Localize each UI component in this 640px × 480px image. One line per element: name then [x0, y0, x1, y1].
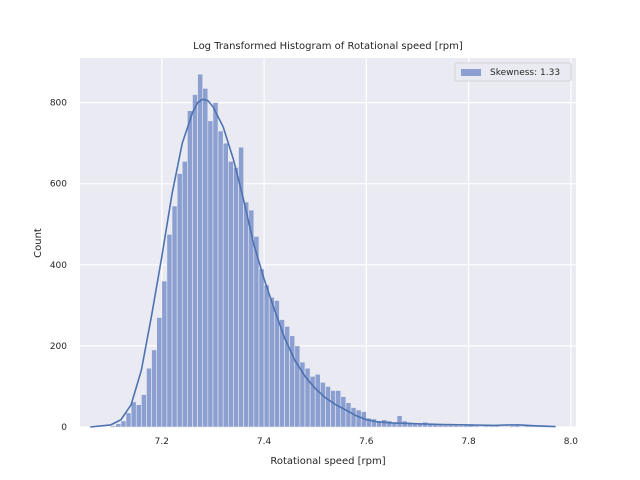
- histogram-bar: [135, 404, 142, 428]
- histogram-bar: [171, 205, 178, 428]
- histogram-bar: [197, 73, 204, 428]
- x-tick-label: 7.6: [359, 437, 374, 447]
- histogram-bar: [452, 425, 459, 428]
- histogram-bar: [498, 425, 505, 428]
- legend-box: [454, 62, 572, 82]
- y-tick-label: 600: [50, 180, 67, 190]
- histogram-bar: [330, 390, 336, 428]
- legend-label: Skewness: 1.33: [490, 68, 560, 78]
- histogram-bar: [161, 280, 168, 428]
- histogram-bar: [320, 382, 326, 428]
- histogram-bar: [151, 349, 158, 428]
- histogram-bar: [110, 425, 117, 428]
- histogram-bar: [381, 419, 388, 428]
- histogram-bar: [458, 425, 464, 428]
- histogram-bar: [473, 425, 480, 428]
- x-tick-label: 8.0: [564, 437, 579, 447]
- histogram-bar: [335, 390, 342, 428]
- histogram-bar: [115, 423, 122, 428]
- histogram-bar: [187, 110, 193, 428]
- histogram-bar: [243, 201, 250, 428]
- histogram-bar: [207, 120, 214, 428]
- histogram-bar: [125, 412, 132, 428]
- y-tick-label: 200: [50, 342, 67, 352]
- histogram-bar: [355, 409, 362, 428]
- histogram-bar: [478, 425, 485, 428]
- histogram-bar: [447, 425, 454, 428]
- histogram-bar: [263, 284, 270, 428]
- histogram-bar: [350, 407, 357, 428]
- x-tick-label: 7.2: [155, 437, 169, 447]
- histogram-bar: [202, 88, 209, 428]
- histogram-bar: [294, 345, 301, 428]
- histogram-bar: [509, 425, 515, 428]
- histogram-bar: [325, 386, 331, 428]
- legend-swatch: [461, 69, 481, 76]
- y-tick-label: 400: [50, 261, 67, 271]
- histogram-bar: [222, 142, 229, 428]
- kde-curve: [90, 98, 556, 428]
- histogram-bar: [166, 234, 173, 428]
- y-axis-label: Count: [33, 228, 44, 258]
- histogram-bar: [130, 401, 137, 428]
- histogram-bar: [212, 102, 219, 428]
- histogram-bar: [268, 296, 275, 428]
- histogram-bar: [192, 94, 198, 428]
- x-tick-label: 7.4: [257, 437, 272, 447]
- histogram-bar: [504, 425, 510, 428]
- histogram-bar: [227, 161, 234, 428]
- histogram-bar: [156, 317, 163, 428]
- histogram-bar: [442, 425, 449, 428]
- histogram-bar: [519, 425, 526, 428]
- y-tick-label: 0: [61, 423, 67, 433]
- x-axis-label: Rotational speed [rpm]: [270, 456, 385, 467]
- histogram-bar: [181, 161, 188, 428]
- histogram-bar: [146, 367, 152, 428]
- histogram-bar: [141, 394, 147, 428]
- legend: Skewness: 1.33: [454, 62, 572, 82]
- histogram-bars: [110, 73, 556, 428]
- histogram-bar: [340, 396, 347, 428]
- histogram-bar: [120, 420, 127, 428]
- histogram-bar: [314, 373, 321, 428]
- histogram-bar: [258, 268, 265, 428]
- histogram-bar: [217, 130, 224, 428]
- x-tick-label: 7.8: [461, 437, 476, 447]
- histogram-bar: [253, 236, 260, 428]
- histogram-bar: [345, 402, 352, 428]
- histogram-bar: [396, 415, 403, 428]
- histogram-bar: [176, 173, 183, 428]
- histogram-bar: [233, 167, 239, 428]
- chart-title: Log Transformed Histogram of Rotational …: [193, 41, 463, 52]
- y-tick-label: 800: [50, 99, 67, 109]
- axis-ticks: 7.2 7.4 7.6 7.8 8.0 0 200 400 600 800: [50, 99, 578, 447]
